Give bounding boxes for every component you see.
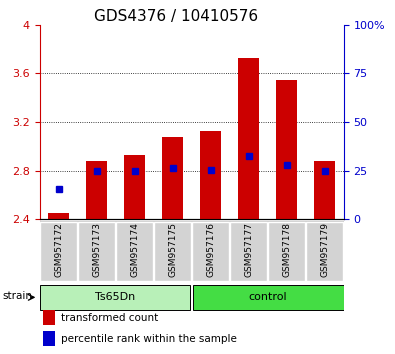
Text: GSM957173: GSM957173 [92,222,101,278]
Text: percentile rank within the sample: percentile rank within the sample [61,334,237,344]
FancyBboxPatch shape [40,222,77,281]
FancyBboxPatch shape [78,222,115,281]
Text: GSM957178: GSM957178 [282,222,291,278]
FancyBboxPatch shape [268,222,305,281]
Text: control: control [248,292,287,302]
FancyBboxPatch shape [193,285,344,310]
FancyBboxPatch shape [116,222,153,281]
FancyBboxPatch shape [40,285,190,310]
Bar [40,221,344,281]
Text: GSM957174: GSM957174 [130,222,139,277]
Title: GDS4376 / 10410576: GDS4376 / 10410576 [94,8,258,24]
Bar [86,161,107,219]
Bar [43,331,55,346]
FancyBboxPatch shape [192,222,229,281]
Bar [43,310,55,325]
FancyBboxPatch shape [154,222,191,281]
Bar [238,58,259,219]
Bar [124,155,145,219]
Bar [200,131,221,219]
Text: GSM957177: GSM957177 [244,222,253,278]
Bar [162,137,183,219]
Text: GSM957175: GSM957175 [168,222,177,278]
Text: transformed count: transformed count [61,313,159,323]
Text: strain: strain [2,291,32,301]
Text: GSM957176: GSM957176 [206,222,215,278]
Text: Ts65Dn: Ts65Dn [96,292,135,302]
FancyBboxPatch shape [306,222,343,281]
Bar [276,80,297,219]
Text: GSM957179: GSM957179 [320,222,329,278]
Bar [48,213,69,219]
FancyBboxPatch shape [230,222,267,281]
Text: GSM957172: GSM957172 [54,222,63,277]
Bar [314,161,335,219]
